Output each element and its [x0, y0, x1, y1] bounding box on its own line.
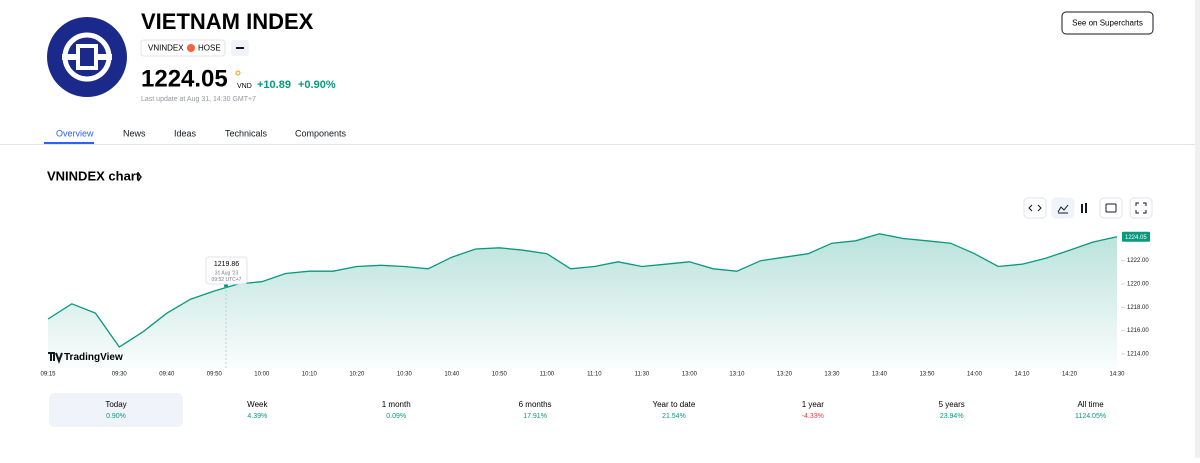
tab[interactable]: Technicals — [225, 128, 268, 138]
period-value: -4.33% — [802, 413, 824, 420]
x-tick-label: 10:50 — [492, 372, 508, 378]
x-tick-label: 09:50 — [207, 372, 223, 378]
tab[interactable]: Components — [295, 128, 347, 138]
period-label[interactable]: 1 year — [802, 400, 825, 409]
periods: Today 0.90% Week 4.39% 1 month 0.09% 6 months 1… — [49, 393, 1106, 427]
x-tick-label: 10:10 — [302, 372, 318, 378]
x-tick-label: 13:40 — [872, 372, 888, 378]
x-tick-label: 09:15 — [40, 372, 56, 378]
exchange: HOSE — [198, 44, 221, 53]
period-value: 4.39% — [247, 413, 267, 420]
scrollbar — [1195, 0, 1200, 458]
x-tick-label: 14:20 — [1062, 372, 1078, 378]
x-tick-label: 10:40 — [444, 372, 460, 378]
section-arrow — [137, 172, 142, 182]
tooltip-time: 09:52 UTC+7 — [212, 277, 242, 283]
last-value-label: 1224.05 — [1125, 235, 1147, 241]
tooltip-value: 1219.86 — [214, 261, 239, 268]
tooltip-point — [224, 283, 228, 288]
snapshot-icon — [1105, 203, 1117, 213]
y-tick-label: 1220.00 — [1127, 282, 1149, 288]
price: 1224.05 — [141, 65, 228, 92]
x-tick-label: 09:40 — [159, 372, 175, 378]
x-tick-label: 09:30 — [112, 372, 128, 378]
tabs: Overview News Ideas Technicals Components — [44, 128, 347, 144]
x-tick-label: 14:10 — [1014, 372, 1030, 378]
tooltip-date: 31 Aug '23 — [215, 270, 239, 276]
x-tick-label: 13:00 — [682, 372, 698, 378]
logo — [47, 17, 127, 97]
line-button[interactable] — [1051, 197, 1075, 219]
x-tick-label: 10:00 — [254, 372, 270, 378]
fullscreen-button[interactable] — [1129, 197, 1153, 219]
line-icon — [1057, 204, 1069, 214]
period-label[interactable]: Week — [247, 400, 268, 409]
supercharts-label: See on Supercharts — [1072, 19, 1143, 28]
x-tick-label: 13:20 — [777, 372, 793, 378]
period-label[interactable]: All time — [1077, 400, 1104, 409]
last-update: Last update at Aug 31, 14:30 GMT+7 — [141, 96, 256, 103]
x-tick-label: 14:00 — [967, 372, 983, 378]
embed-icon — [1028, 204, 1042, 212]
symbol: VNINDEX — [148, 44, 184, 53]
symbol-chip[interactable] — [140, 39, 226, 57]
fullscreen-icon — [1135, 202, 1147, 214]
candle-icon[interactable] — [1081, 203, 1087, 213]
x-tick-label: 14:30 — [1109, 372, 1125, 378]
snapshot-button[interactable] — [1099, 197, 1123, 219]
period-value: 0.90% — [106, 413, 126, 420]
more-icon — [236, 47, 244, 49]
period-label[interactable]: Year to date — [653, 400, 696, 409]
chart: 1214.00 1216.00 1218.00 1220.00 1222.00 09:15… — [40, 231, 1150, 378]
y-tick-label: 1218.00 — [1127, 305, 1149, 311]
period-label[interactable]: 5 years — [939, 400, 965, 409]
x-tick-label: 11:10 — [587, 372, 602, 378]
section-title[interactable]: VNINDEX chart — [47, 168, 141, 183]
watermark-text: TradingView — [64, 352, 123, 363]
period-label[interactable]: Today — [105, 400, 126, 409]
period-value: 17.91% — [523, 413, 547, 420]
period-value: 1124.05% — [1075, 413, 1106, 420]
title: VIETNAM INDEX — [141, 9, 314, 34]
tab[interactable]: Overview — [56, 128, 94, 138]
period-value: 23.94% — [940, 413, 964, 420]
change-pct: +0.90% — [298, 79, 336, 91]
area — [48, 233, 1117, 368]
supercharts-button[interactable] — [1061, 11, 1154, 35]
tab[interactable]: News — [123, 128, 146, 138]
y-tick-label: 1214.00 — [1127, 352, 1149, 358]
x-tick-label: 13:30 — [824, 372, 840, 378]
period-label[interactable]: 1 month — [382, 400, 411, 409]
last-value-tag — [1122, 231, 1150, 242]
status-dot — [235, 70, 241, 76]
watermark: TradingView — [48, 352, 123, 364]
period-value: 0.09% — [386, 413, 406, 420]
exchange-icon — [187, 44, 195, 52]
period-label[interactable]: 6 months — [519, 400, 552, 409]
x-tick-label: 13:50 — [919, 372, 935, 378]
tab[interactable]: Ideas — [174, 128, 197, 138]
period-value: 21.54% — [662, 413, 686, 420]
x-tick-label: 13:10 — [729, 372, 745, 378]
x-tick-label: 11:30 — [635, 372, 650, 378]
period-selected — [49, 393, 183, 427]
tooltip-box — [205, 256, 248, 285]
tab-underline — [44, 142, 94, 144]
x-tick-label: 10:30 — [397, 372, 413, 378]
y-tick-label: 1216.00 — [1127, 328, 1149, 334]
embed-button[interactable] — [1023, 197, 1047, 219]
toolbar — [1023, 197, 1153, 219]
y-tick-label: 1222.00 — [1127, 258, 1149, 264]
x-tick-label: 10:20 — [349, 372, 365, 378]
x-tick-label: 11:00 — [540, 372, 555, 378]
change: +10.89 — [257, 79, 291, 91]
currency: VND — [237, 83, 252, 90]
